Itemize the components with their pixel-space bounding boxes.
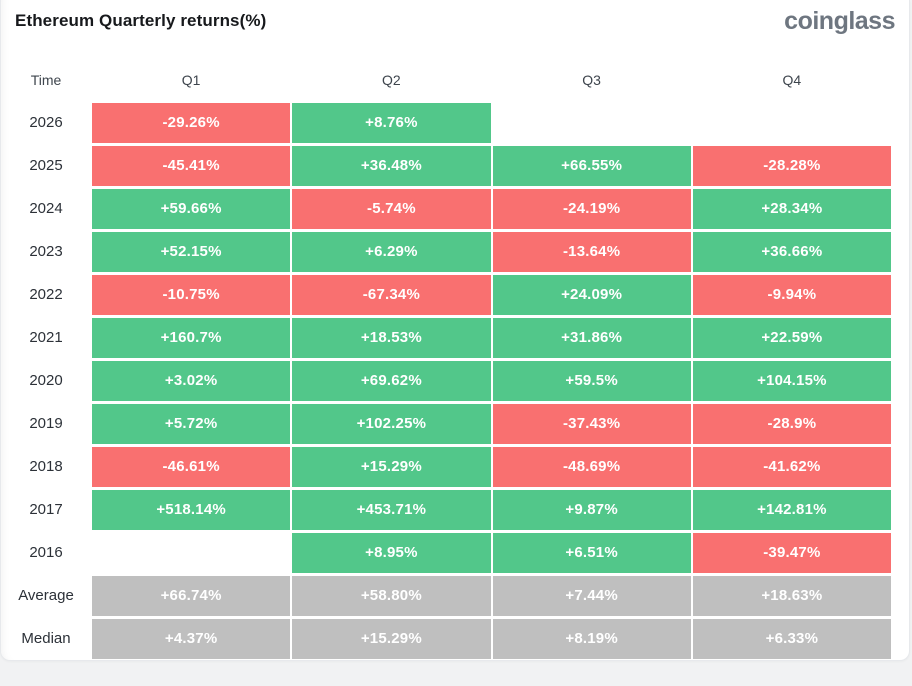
card-header: Ethereum Quarterly returns(%) coinglass	[1, 0, 909, 36]
row-label: 2019	[29, 414, 63, 432]
value-cell: -37.43%	[492, 403, 691, 444]
value-cell: +36.48%	[292, 145, 491, 186]
page-background-band	[0, 663, 912, 686]
value-cell: -67.34%	[292, 274, 491, 315]
value-cell: +6.33%	[692, 618, 891, 659]
returns-table-body: 2026 -29.26% +8.76% 2025 -45.41% +36.48% +66.5…	[2, 102, 891, 659]
value-cell: +9.87%	[492, 489, 691, 530]
value-cell: -45.41%	[92, 145, 291, 186]
row-label: 2022	[29, 285, 63, 303]
quarterly-returns-card: Ethereum Quarterly returns(%) coinglass …	[0, 0, 910, 661]
value-cell: -5.74%	[292, 188, 491, 229]
value-cell: +18.53%	[292, 317, 491, 358]
value-cell: +15.29%	[292, 446, 491, 487]
value-cell: +18.63%	[692, 575, 891, 616]
value-cell: +69.62%	[292, 360, 491, 401]
row-label: Median	[21, 629, 71, 647]
column-header-time: Time	[30, 71, 62, 88]
row-label: 2020	[29, 371, 63, 389]
value-cell: +160.7%	[92, 317, 291, 358]
page-title: Ethereum Quarterly returns(%)	[15, 11, 267, 30]
value-cell: +4.37%	[92, 618, 291, 659]
value-cell: +6.29%	[292, 231, 491, 272]
value-cell: +3.02%	[92, 360, 291, 401]
value-cell: +31.86%	[492, 317, 691, 358]
value-cell: +7.44%	[492, 575, 691, 616]
column-header-q1: Q1	[181, 71, 201, 88]
value-cell: +104.15%	[692, 360, 891, 401]
value-cell: -46.61%	[92, 446, 291, 487]
value-cell	[92, 533, 290, 573]
value-cell: +24.09%	[492, 274, 691, 315]
value-cell: +8.76%	[292, 102, 491, 143]
row-label: 2024	[29, 199, 63, 217]
row-label: Average	[18, 586, 74, 604]
row-label: 2018	[29, 457, 63, 475]
value-cell: -28.9%	[692, 403, 891, 444]
value-cell: -28.28%	[692, 145, 891, 186]
column-header-q2: Q2	[382, 71, 401, 88]
value-cell: +8.19%	[492, 618, 691, 659]
value-cell: +36.66%	[692, 231, 891, 272]
value-cell: -24.19%	[492, 188, 691, 229]
value-cell: -48.69%	[492, 446, 691, 487]
value-cell: -13.64%	[492, 231, 691, 272]
value-cell: +66.55%	[492, 145, 691, 186]
value-cell: +22.59%	[692, 317, 891, 358]
row-label: 2026	[29, 113, 63, 131]
column-header-row: Time Q1 Q2 Q3 Q4	[2, 70, 891, 90]
row-label: 2023	[29, 242, 63, 260]
row-label: 2025	[29, 156, 63, 174]
value-cell: -9.94%	[692, 274, 891, 315]
column-header-q3: Q3	[582, 71, 601, 88]
value-cell: +28.34%	[692, 188, 891, 229]
row-label: 2021	[29, 328, 63, 346]
value-cell: +102.25%	[292, 403, 491, 444]
value-cell: +453.71%	[292, 489, 491, 530]
value-cell: -29.26%	[92, 102, 291, 143]
row-label: 2016	[29, 543, 63, 561]
value-cell: +142.81%	[692, 489, 891, 530]
value-cell: +59.66%	[92, 188, 291, 229]
value-cell: +8.95%	[292, 532, 491, 573]
value-cell: +6.51%	[492, 532, 691, 573]
column-header-q4: Q4	[782, 71, 802, 88]
coinglass-logo[interactable]: coinglass	[784, 7, 895, 35]
value-cell: +66.74%	[92, 575, 291, 616]
value-cell: -10.75%	[92, 274, 291, 315]
value-cell: +59.5%	[492, 360, 691, 401]
value-cell	[693, 103, 891, 143]
value-cell: -41.62%	[692, 446, 891, 487]
value-cell: +52.15%	[92, 231, 291, 272]
value-cell: +5.72%	[92, 403, 291, 444]
value-cell: +58.80%	[292, 575, 491, 616]
value-cell: +15.29%	[292, 618, 491, 659]
value-cell: +518.14%	[92, 489, 291, 530]
value-cell: -39.47%	[692, 532, 891, 573]
value-cell	[493, 103, 691, 143]
row-label: 2017	[29, 500, 63, 518]
